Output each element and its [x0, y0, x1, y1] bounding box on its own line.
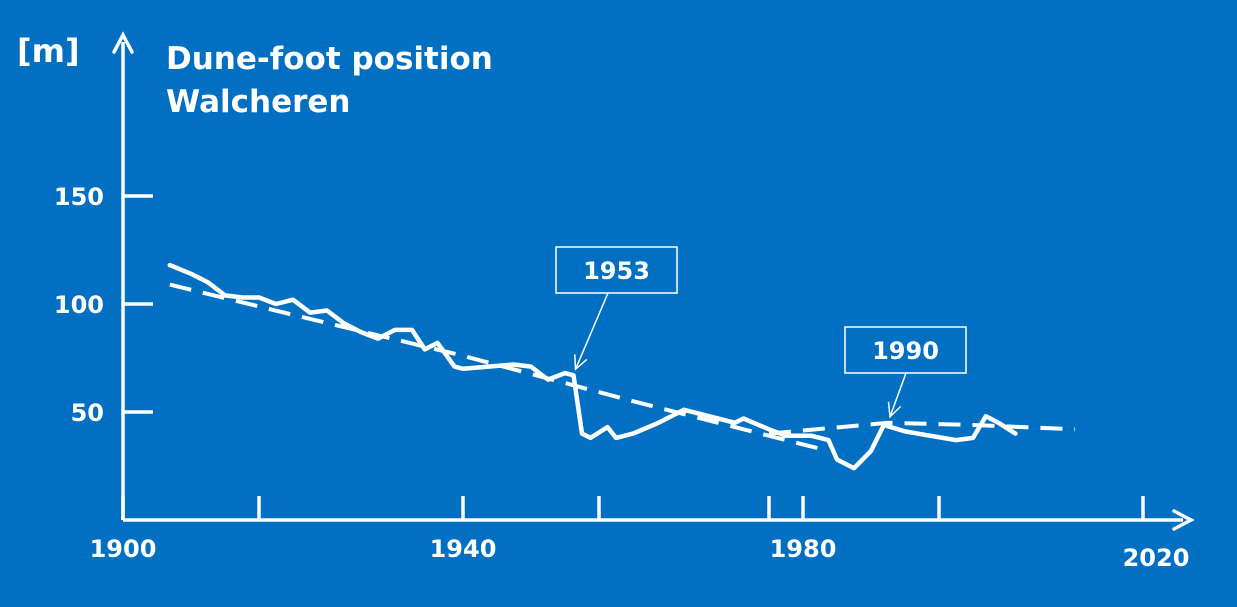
series-dashed-2 — [169, 282, 821, 451]
annotation-1990: 1990 — [844, 326, 967, 419]
x-tick-label-1980: 1980 — [770, 535, 837, 563]
annotation-arrow — [889, 372, 907, 418]
annotation-box — [555, 246, 678, 294]
chart-title: Dune-foot position — [166, 41, 493, 77]
annotation-label: 1990 — [872, 337, 939, 365]
series-dashed-3 — [768, 420, 1076, 436]
series-solid-1 — [167, 262, 1018, 471]
annotation-arrowhead — [574, 354, 588, 371]
annotation-layer: 1953 1990 — [555, 246, 967, 419]
x-tick-label-1900: 1900 — [90, 535, 157, 563]
axes: 1900 1940 1980 2020 50 100 150 — [54, 31, 1195, 572]
chart-subtitle: Walcheren — [166, 84, 351, 120]
annotation-label: 1953 — [583, 257, 650, 285]
annotation-arrowhead — [887, 401, 902, 419]
series-layer — [167, 262, 1076, 471]
annotation-arrow — [574, 292, 609, 370]
y-tick-label-150: 150 — [54, 183, 104, 211]
y-axis-arrow — [112, 31, 134, 54]
x-tick-label-2020: 2020 — [1123, 544, 1190, 572]
x-tick-label-1940: 1940 — [430, 535, 497, 563]
annotation-1953: 1953 — [555, 246, 678, 371]
x-axis-arrow — [1172, 509, 1195, 531]
y-tick-label-50: 50 — [71, 399, 104, 427]
annotation-box — [844, 326, 967, 374]
y-axis-label: [m] — [17, 32, 80, 70]
y-tick-label-100: 100 — [54, 291, 104, 319]
